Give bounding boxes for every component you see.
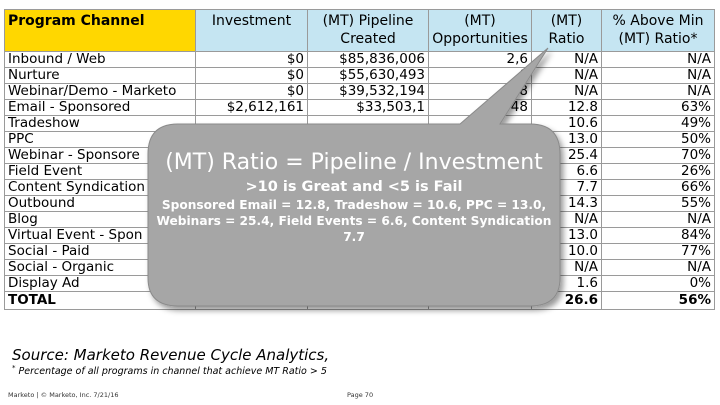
table-row: Inbound / Web $0 $85,836,006 2,6 N/A N/A: [4, 51, 715, 68]
cell-above-min: N/A: [601, 51, 715, 68]
callout-title: (MT) Ratio = Pipeline / Investment: [165, 150, 543, 175]
cell-above-min: 84%: [601, 227, 715, 244]
cell-channel: Tradeshow: [4, 115, 196, 132]
table-header-row: Program Channel Investment (MT) Pipeline…: [4, 9, 715, 52]
cell-above-min: N/A: [601, 259, 715, 276]
header-investment: Investment: [195, 9, 308, 52]
cell-channel: Inbound / Web: [4, 51, 196, 68]
total-above-min: 56%: [601, 291, 715, 310]
header-ratio: (MT) Ratio: [531, 9, 602, 52]
cell-investment: $0: [195, 67, 308, 84]
cell-investment: [195, 115, 308, 132]
cell-above-min: 70%: [601, 147, 715, 164]
footnote: * Percentage of all programs in channel …: [12, 364, 327, 377]
cell-pipeline: $55,630,493: [307, 67, 429, 84]
cell-pipeline: $39,532,194: [307, 83, 429, 100]
cell-ratio: N/A: [531, 83, 602, 100]
cell-above-min: 55%: [601, 195, 715, 212]
header-above-min-ratio: % Above Min (MT) Ratio*: [601, 9, 715, 52]
cell-above-min: 50%: [601, 131, 715, 148]
cell-channel: Nurture: [4, 67, 196, 84]
footer-copyright: Marketo | © Marketo, Inc. 7/21/16: [8, 391, 119, 399]
cell-pipeline: $85,836,006: [307, 51, 429, 68]
cell-pipeline: [307, 115, 429, 132]
table-row: Email - Sponsored $2,612,161 $33,503,1 748 1…: [4, 99, 715, 116]
cell-channel: Email - Sponsored: [4, 99, 196, 116]
header-pipeline-created: (MT) Pipeline Created: [307, 9, 429, 52]
footnote-marker: *: [12, 364, 16, 372]
source-note: Source: Marketo Revenue Cycle Analytics,: [12, 346, 330, 364]
cell-above-min: 0%: [601, 275, 715, 292]
cell-above-min: N/A: [601, 67, 715, 84]
callout-detail: Sponsored Email = 12.8, Tradeshow = 10.6…: [156, 198, 552, 244]
cell-above-min: 63%: [601, 99, 715, 116]
header-opportunities: (MT) Opportunities: [428, 9, 532, 52]
cell-above-min: N/A: [601, 211, 715, 228]
table-row: Webinar/Demo - Marketo $0 $39,532,194 28 N/A…: [4, 83, 715, 100]
cell-investment: $0: [195, 83, 308, 100]
cell-opportunities: 0: [428, 67, 532, 84]
cell-investment: $0: [195, 51, 308, 68]
cell-investment: $2,612,161: [195, 99, 308, 116]
cell-opportunities: 28: [428, 83, 532, 100]
cell-above-min: 77%: [601, 243, 715, 260]
cell-above-min: 66%: [601, 179, 715, 196]
cell-above-min: 49%: [601, 115, 715, 132]
footnote-text: Percentage of all programs in channel th…: [18, 366, 327, 378]
cell-ratio: 10.6: [531, 115, 602, 132]
callout-text: (MT) Ratio = Pipeline / Investment >10 i…: [150, 140, 558, 302]
footer-page-number: Page 70: [347, 391, 374, 399]
cell-ratio: N/A: [531, 67, 602, 84]
callout-subtitle: >10 is Great and <5 is Fail: [245, 179, 463, 195]
cell-ratio: N/A: [531, 51, 602, 68]
cell-channel: Webinar/Demo - Marketo: [4, 83, 196, 100]
table-row: Tradeshow 10.6 49%: [4, 115, 715, 132]
table-row: Nurture $0 $55,630,493 0 N/A N/A: [4, 67, 715, 84]
header-program-channel: Program Channel: [4, 9, 196, 52]
cell-ratio: 12.8: [531, 99, 602, 116]
cell-opportunities: 2,6: [428, 51, 532, 68]
cell-above-min: 26%: [601, 163, 715, 180]
cell-above-min: N/A: [601, 83, 715, 100]
cell-opportunities: 748: [428, 99, 532, 116]
cell-pipeline: $33,503,1: [307, 99, 429, 116]
cell-opportunities: [428, 115, 532, 132]
